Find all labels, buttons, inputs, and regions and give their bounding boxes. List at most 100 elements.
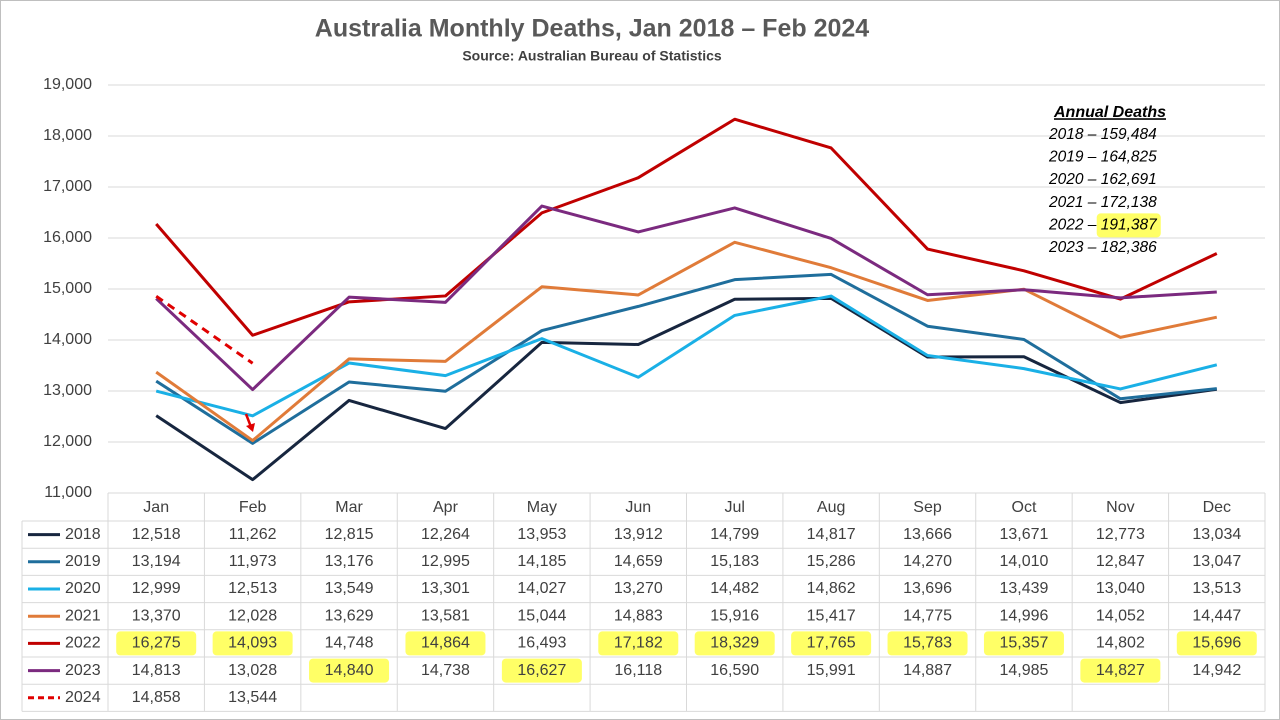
table-value: 13,040	[1096, 580, 1145, 597]
y-tick-label: 16,000	[43, 229, 92, 246]
annual-year: 2019 –	[1048, 149, 1101, 166]
table-value: 14,802	[1096, 635, 1145, 652]
table-value: 16,118	[614, 662, 662, 679]
table-value: 15,783	[903, 635, 952, 652]
table-value: 12,264	[421, 526, 470, 543]
x-tick-label: Nov	[1106, 499, 1134, 516]
series-line	[155, 295, 254, 365]
chart-title: Australia Monthly Deaths, Jan 2018 – Feb…	[315, 15, 869, 43]
table-value: 13,439	[999, 580, 1048, 597]
table-value: 12,999	[132, 580, 181, 597]
table-value: 14,185	[517, 553, 566, 570]
highlight	[501, 658, 582, 683]
annual-year: 2020 –	[1048, 171, 1101, 188]
table-value: 14,775	[903, 607, 952, 624]
highlight	[309, 658, 390, 683]
highlight	[405, 631, 486, 656]
table-value: 11,973	[229, 553, 277, 570]
table-value: 13,912	[614, 526, 663, 543]
table-value: 15,696	[1192, 635, 1241, 652]
annual-entry: 2019 – 164,825	[1048, 149, 1157, 166]
annual-entry: 2018 – 159,484	[1048, 126, 1157, 143]
highlight	[212, 631, 293, 656]
legend-label: 2020	[65, 580, 101, 597]
highlight	[1176, 631, 1257, 656]
table-value: 14,093	[228, 635, 277, 652]
table-value: 15,286	[807, 553, 856, 570]
table-value: 13,581	[421, 607, 470, 624]
annual-year: 2022 –	[1048, 216, 1101, 233]
table-value: 14,858	[132, 689, 181, 706]
table-value: 13,028	[228, 662, 277, 679]
table-value: 15,183	[710, 553, 759, 570]
x-tick-label: Jun	[625, 499, 651, 516]
y-tick-label: 11,000	[44, 484, 92, 501]
table-value: 14,799	[710, 526, 759, 543]
highlight	[1096, 213, 1161, 238]
x-tick-label: May	[527, 499, 557, 516]
annual-total: 191,387	[1101, 216, 1158, 233]
annual-title: Annual Deaths	[1053, 104, 1166, 121]
y-tick-label: 15,000	[43, 280, 92, 297]
table-value: 14,996	[999, 607, 1048, 624]
table-value: 15,044	[517, 607, 566, 624]
annual-total: 164,825	[1101, 149, 1157, 166]
series-line	[155, 296, 1217, 482]
table-value: 15,357	[999, 635, 1048, 652]
y-tick-label: 18,000	[43, 127, 92, 144]
table-value: 13,270	[614, 580, 663, 597]
annual-total: 182,386	[1101, 239, 1157, 256]
highlight	[983, 631, 1064, 656]
table-value: 13,301	[421, 580, 470, 597]
table-value: 12,773	[1096, 526, 1145, 543]
annual-total: 172,138	[1101, 194, 1157, 211]
table-value: 14,840	[325, 662, 374, 679]
annual-total: 162,691	[1101, 171, 1157, 188]
x-tick-label: Mar	[335, 499, 363, 516]
table-value: 12,513	[228, 580, 277, 597]
highlight	[598, 631, 679, 656]
table-value: 14,270	[903, 553, 952, 570]
table-value: 13,666	[903, 526, 952, 543]
table-value: 12,815	[325, 526, 374, 543]
y-tick-label: 14,000	[43, 331, 92, 348]
highlight	[694, 631, 775, 656]
table-value: 14,862	[807, 580, 856, 597]
series-line	[155, 240, 1218, 443]
legend-label: 2023	[65, 662, 101, 679]
table-value: 17,182	[614, 635, 663, 652]
annual-year: 2023 –	[1048, 239, 1101, 256]
table-value: 14,883	[614, 607, 663, 624]
annual-entry: 2021 – 172,138	[1048, 194, 1157, 211]
table-value: 14,659	[614, 553, 663, 570]
table-value: 17,765	[807, 635, 856, 652]
highlight	[887, 631, 968, 656]
table-value: 14,738	[421, 662, 470, 679]
table-value: 12,518	[132, 526, 181, 543]
table-value: 15,417	[807, 607, 856, 624]
chart-subtitle: Source: Australian Bureau of Statistics	[462, 48, 722, 64]
y-tick-label: 13,000	[43, 382, 92, 399]
x-tick-label: Sep	[913, 499, 942, 516]
legend-label: 2018	[65, 526, 101, 543]
x-tick-label: Jul	[724, 499, 744, 516]
table-value: 14,010	[999, 553, 1048, 570]
x-tick-label: Oct	[1012, 499, 1037, 516]
annual-entry: 2022 – 191,387	[1048, 216, 1158, 233]
table-value: 14,447	[1192, 607, 1241, 624]
y-tick-label: 19,000	[43, 76, 92, 93]
table-value: 16,275	[132, 635, 181, 652]
table-value: 13,671	[999, 526, 1048, 543]
table-value: 12,028	[228, 607, 277, 624]
annual-year: 2021 –	[1048, 194, 1101, 211]
table-value: 12,847	[1096, 553, 1145, 570]
highlight	[1080, 658, 1161, 683]
table-value: 14,985	[999, 662, 1048, 679]
series-line	[155, 117, 1218, 337]
annual-total: 159,484	[1101, 126, 1157, 143]
table-value: 14,482	[710, 580, 759, 597]
table-value: 14,887	[903, 662, 952, 679]
y-tick-label: 17,000	[43, 178, 92, 195]
table-value: 13,549	[325, 580, 374, 597]
